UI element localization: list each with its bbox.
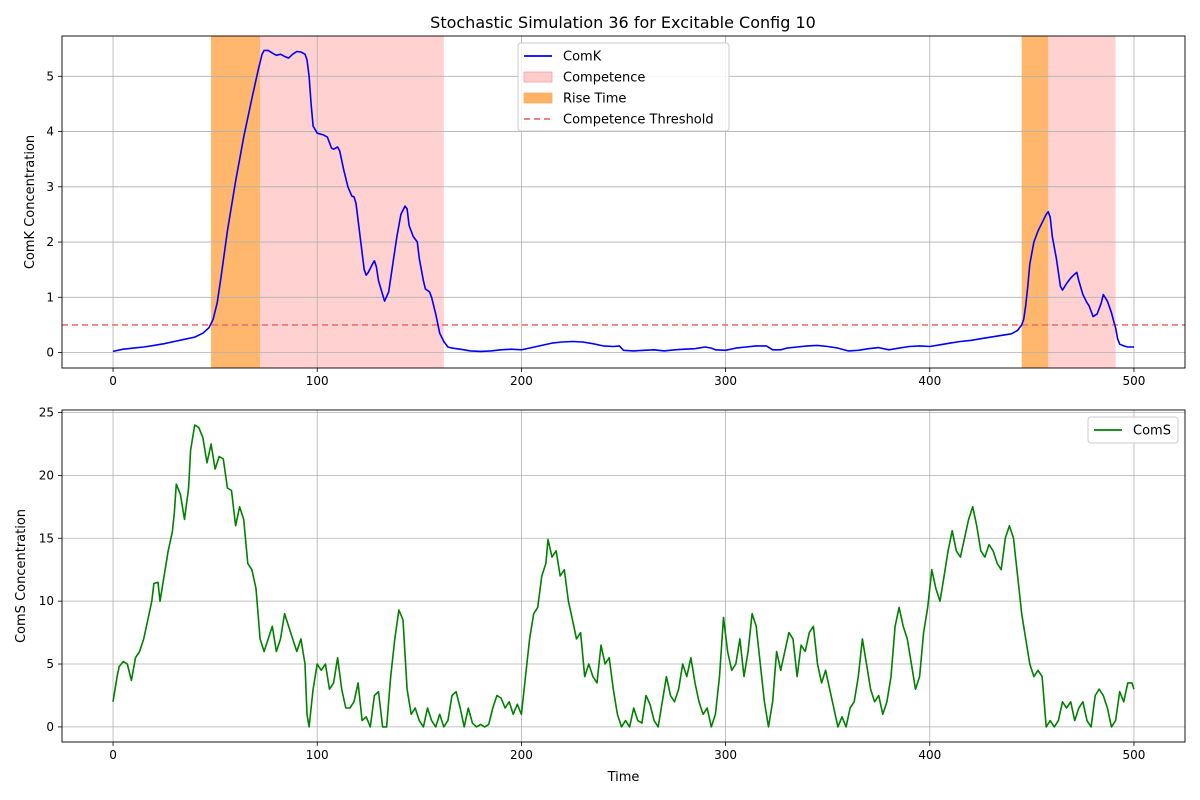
y-tick-label: 10 xyxy=(39,594,54,608)
x-tick-label: 500 xyxy=(1123,748,1146,762)
legend-label: ComK xyxy=(563,50,602,65)
y-tick-label: 3 xyxy=(46,180,54,194)
rise-time-region-0 xyxy=(211,36,261,368)
y-tick-label: 5 xyxy=(46,69,54,83)
x-tick-label: 200 xyxy=(510,374,533,388)
comk-line xyxy=(112,49,1134,353)
figure-title: Stochastic Simulation 36 for Excitable C… xyxy=(430,13,816,32)
y-tick-label: 4 xyxy=(46,125,54,139)
x-axis-label: Time xyxy=(607,770,640,785)
competence-region-1 xyxy=(1048,36,1116,368)
y-tick-label: 5 xyxy=(46,657,54,671)
y-tick-label: 20 xyxy=(39,468,54,482)
x-tick-label: 500 xyxy=(1123,374,1146,388)
y-tick-label: 0 xyxy=(46,720,54,734)
x-tick-label: 0 xyxy=(109,748,117,762)
x-tick-label: 300 xyxy=(714,374,737,388)
legend-label: Rise Time xyxy=(563,92,626,107)
y-axis-label: ComS Concentration xyxy=(14,509,29,643)
coms-panel: 0 100 200 300 400 500 0 5 10 15 20 25 ComS Concentra… xyxy=(14,406,1186,785)
legend-label: ComS xyxy=(1133,424,1171,439)
x-tick-label: 400 xyxy=(918,748,941,762)
x-tick-label: 100 xyxy=(306,374,329,388)
y-tick-label: 0 xyxy=(46,346,54,360)
x-tick-label: 300 xyxy=(714,748,737,762)
legend-label: Competence Threshold xyxy=(563,113,714,128)
x-tick-label: 0 xyxy=(109,374,117,388)
y-tick-label: 25 xyxy=(39,406,54,420)
rise-time-region-1 xyxy=(1021,36,1049,368)
legend-box xyxy=(517,42,730,132)
competence-region-0 xyxy=(260,36,444,368)
legend-box xyxy=(1087,416,1179,444)
legend-label: Competence xyxy=(563,71,645,86)
legend-swatch-2 xyxy=(523,92,553,104)
x-tick-label: 100 xyxy=(306,748,329,762)
y-tick-label: 1 xyxy=(46,290,54,304)
y-tick-label: 15 xyxy=(39,531,54,545)
y-axis-label: ComK Concentration xyxy=(23,135,38,269)
axes-frame xyxy=(61,409,1186,743)
x-tick-label: 200 xyxy=(510,748,533,762)
legend-swatch-1 xyxy=(523,71,553,83)
comk-panel: 0 100 200 300 400 500 0 1 2 3 4 5 ComK Concentration… xyxy=(23,35,1186,388)
y-tick-label: 2 xyxy=(46,235,54,249)
x-tick-label: 400 xyxy=(918,374,941,388)
axes-frame xyxy=(61,35,1186,369)
coms-line xyxy=(112,424,1135,728)
